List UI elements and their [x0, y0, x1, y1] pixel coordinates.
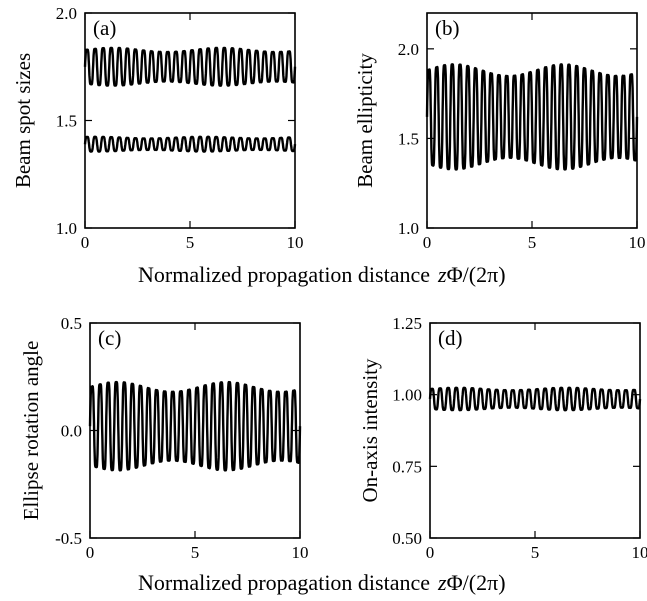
y-tick-label: 0.75	[392, 457, 422, 476]
panel-label: (d)	[438, 326, 463, 350]
y-axis-label: Ellipse rotation angle	[19, 341, 43, 521]
series-line-1	[425, 63, 639, 171]
y-tick-label: 1.0	[56, 219, 77, 238]
panel-2: 0 5 10 1.0 1.5 2.0 Beam ellipticity (b)	[353, 12, 646, 252]
y-axis-label: Beam ellipticity	[353, 53, 377, 188]
y-axis-label: On-axis intensity	[358, 358, 382, 503]
y-tick-label: 1.25	[392, 314, 422, 333]
x-tick-label: 0	[423, 233, 432, 252]
plot-frame	[84, 12, 296, 229]
x-tick-label: 10	[629, 233, 646, 252]
series-line-1	[428, 386, 642, 412]
series-line-2	[83, 135, 297, 153]
x-tick-label: 0	[86, 543, 95, 562]
panel-label: (c)	[98, 326, 121, 350]
x-axis-label-bottom: Normalized propagation distance zΦ/(2π)	[138, 570, 506, 595]
series-line-1	[83, 46, 297, 87]
y-axis-label: Beam spot sizes	[11, 53, 35, 188]
panel-label: (b)	[435, 16, 460, 40]
panel-3: 0 5 10 0.5 0.0 -0.5 Ellipse rotation angle (c)	[19, 314, 309, 562]
x-tick-label: 0	[81, 233, 90, 252]
x-axis-label-top: Normalized propagation distance zΦ/(2π)	[138, 262, 506, 287]
x-tick-label: 5	[531, 543, 540, 562]
y-tick-label: 0.0	[61, 422, 82, 441]
y-tick-label: 2.0	[398, 40, 419, 59]
x-tick-label: 10	[632, 543, 647, 562]
series-line-1	[88, 380, 302, 472]
panel-label: (a)	[93, 16, 116, 40]
panel-4: 0 5 10 1.25 1.00 0.75 0.50 On-axis intensity (d)	[358, 314, 647, 562]
y-tick-label: 2.0	[56, 4, 77, 23]
y-tick-label: -0.5	[55, 529, 82, 548]
y-tick-label: 1.5	[56, 112, 77, 131]
y-tick-label: 0.50	[392, 529, 422, 548]
x-tick-label: 0	[426, 543, 435, 562]
y-tick-label: 1.00	[392, 386, 422, 405]
panels: 0 5 10 1.0 1.5 2.0 Beam spot sizes (a) 0 5 10 1.0 1.…	[11, 4, 647, 562]
x-tick-label: 10	[287, 233, 304, 252]
x-tick-label: 5	[528, 233, 537, 252]
y-tick-label: 1.5	[398, 129, 419, 148]
x-tick-label: 5	[186, 233, 195, 252]
y-tick-label: 0.5	[61, 314, 82, 333]
x-tick-label: 10	[292, 543, 309, 562]
panel-1: 0 5 10 1.0 1.5 2.0 Beam spot sizes (a)	[11, 4, 304, 252]
x-tick-label: 5	[191, 543, 200, 562]
plot-frame	[429, 322, 641, 539]
y-tick-label: 1.0	[398, 219, 419, 238]
